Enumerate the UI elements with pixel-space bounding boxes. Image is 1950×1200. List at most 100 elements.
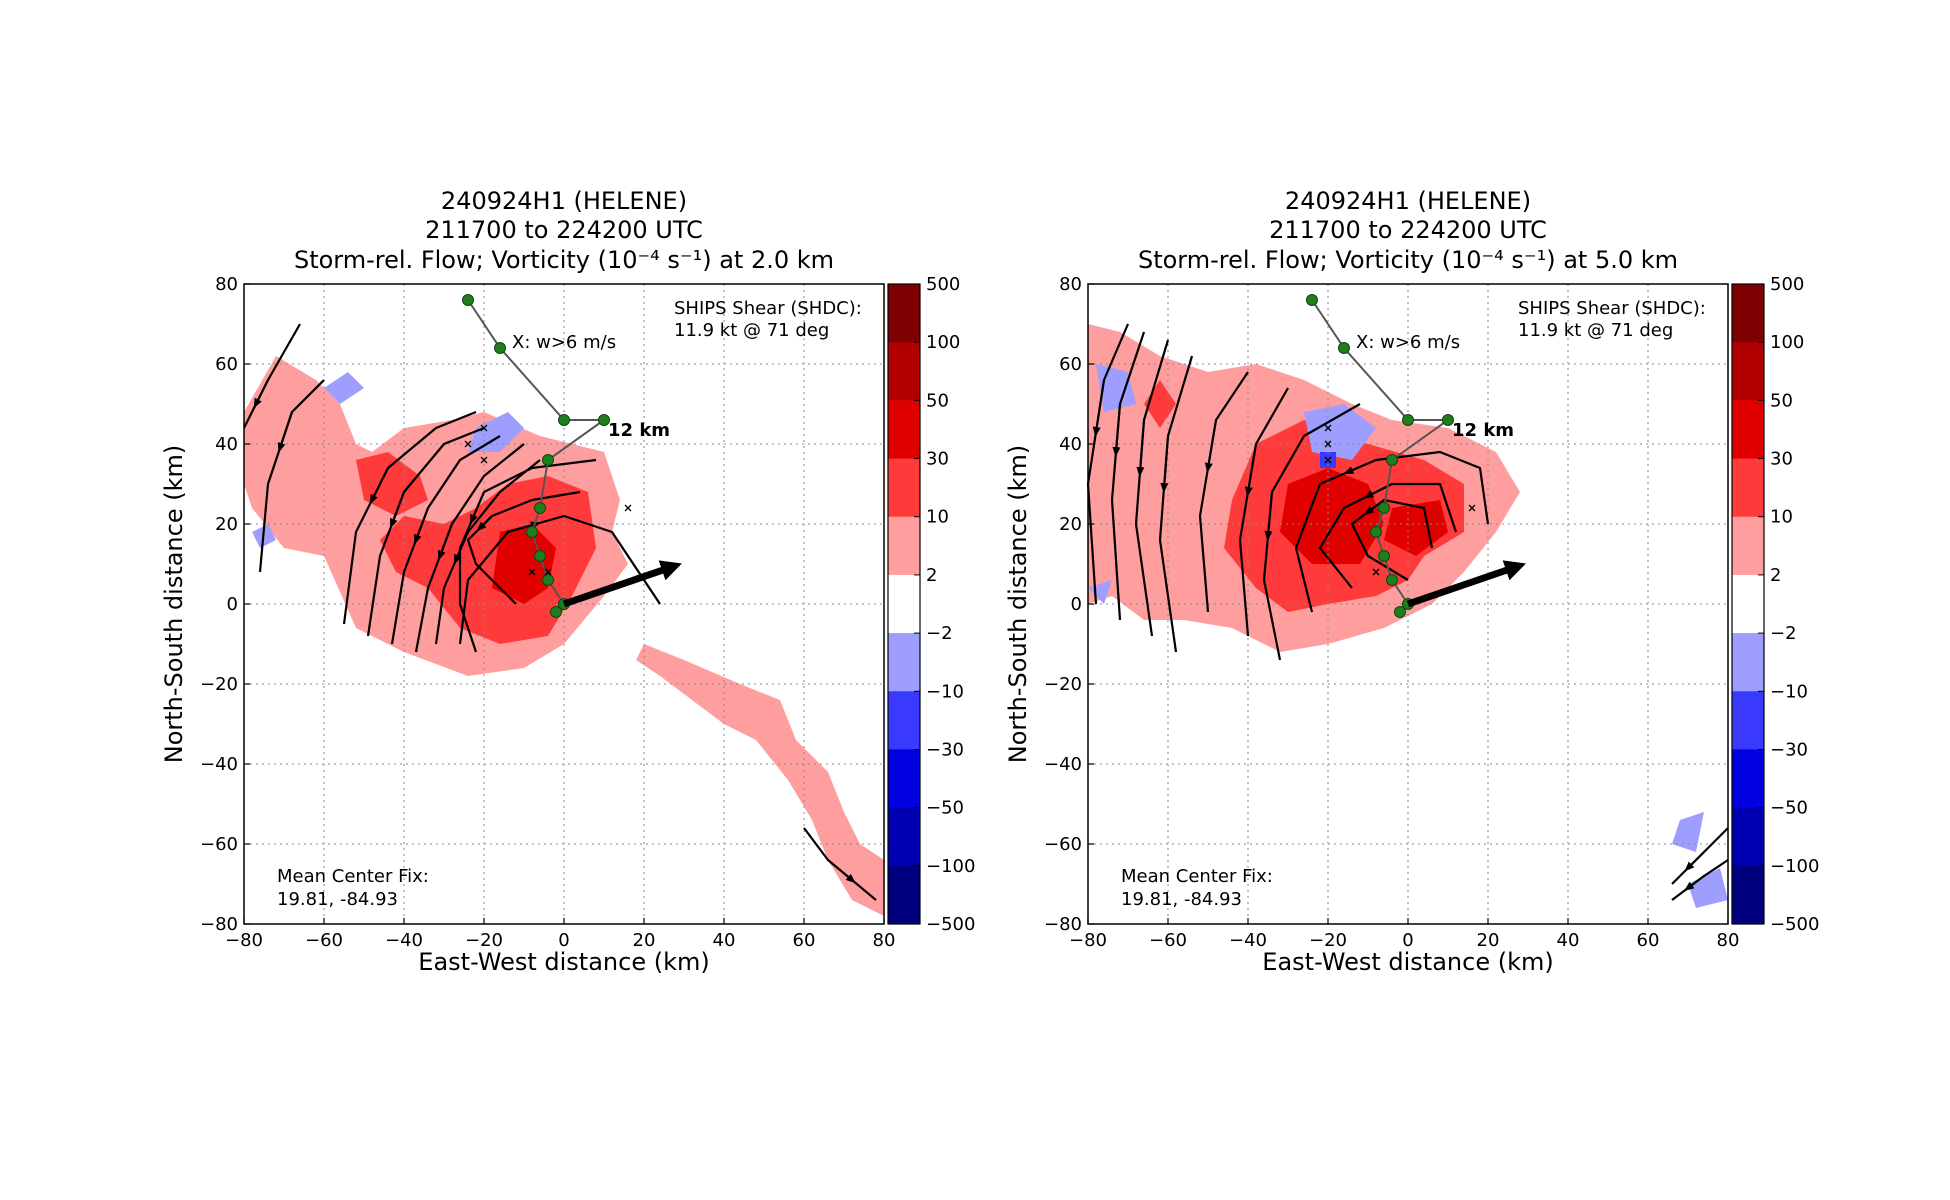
- colorbar-bin: [1732, 458, 1764, 518]
- updraft-marker: [464, 440, 472, 448]
- colorbar-bin: [1732, 865, 1764, 925]
- y-tick-label: 0: [1071, 594, 1082, 615]
- colorbar-bin: [1732, 342, 1764, 401]
- tilt-point: [1370, 526, 1382, 538]
- x-axis-label: East-West distance (km): [418, 948, 709, 976]
- vorticity-patch: [324, 372, 364, 404]
- tilt-point: [1306, 294, 1318, 306]
- y-tick-label: 20: [215, 514, 238, 535]
- center-tilt: [462, 294, 610, 618]
- x-tick-label: 0: [1402, 930, 1413, 951]
- y-axis-label: North-South distance (km): [160, 445, 188, 764]
- y-tick-label: 0: [227, 594, 238, 615]
- colorbar-bin: [888, 633, 920, 692]
- streamline-arrow: [1684, 875, 1705, 891]
- streamline-arrow: [414, 507, 429, 545]
- colorbar-label: −10: [1770, 681, 1808, 702]
- colorbar: 500 100 50 30 10 2 −2 −10 −30 −50 −100 −500: [1731, 274, 1819, 935]
- streamline-arrow: [438, 523, 453, 561]
- x-tick-label: 60: [793, 930, 816, 951]
- colorbar-frame: [1731, 283, 1765, 925]
- streamline-arrow: [507, 521, 541, 533]
- vorticity-patch: [1688, 868, 1728, 908]
- updraft-marker: [480, 456, 488, 464]
- y-tick-label: 80: [215, 274, 238, 295]
- streamline-arrow: [1160, 435, 1169, 493]
- x-tick-label: 40: [713, 930, 736, 951]
- panel-2km: 240924H1 (HELENE) 211700 to 224200 UTC S…: [160, 187, 975, 976]
- y-tick-label: −80: [200, 914, 238, 935]
- title-line-3: Storm-rel. Flow; Vorticity (10⁻⁴ s⁻¹) at…: [294, 246, 834, 274]
- colorbar-label: −50: [926, 798, 964, 819]
- colorbar-label: 30: [926, 449, 949, 470]
- colorbar-bin: [888, 691, 920, 750]
- shear-label-1: SHIPS Shear (SHDC):: [1518, 298, 1706, 319]
- colorbar-bin: [1732, 807, 1764, 867]
- vorticity-patch: [636, 644, 884, 916]
- colorbar-label: 10: [926, 507, 949, 528]
- tilt-point: [526, 526, 538, 538]
- colorbar-bin: [888, 865, 920, 925]
- x-tick-label: 80: [1717, 930, 1740, 951]
- tilt-point: [534, 550, 546, 562]
- streamline-arrow: [827, 859, 856, 884]
- x-tick-label: −60: [1149, 930, 1187, 951]
- colorbar-label: −30: [1770, 740, 1808, 761]
- tilt-point: [1402, 414, 1414, 426]
- colorbar-label: −2: [1770, 623, 1797, 644]
- colorbar-label: 500: [926, 274, 960, 295]
- y-axis-label: North-South distance (km): [1004, 445, 1032, 764]
- colorbar-label: 50: [926, 390, 949, 411]
- streamline-arrow: [470, 491, 485, 525]
- tilt-point: [534, 502, 546, 514]
- updraft-marker: [528, 568, 536, 576]
- y-tick-label: 40: [215, 434, 238, 455]
- colorbar-bin: [1732, 284, 1764, 343]
- x-tick-label: 80: [873, 930, 896, 951]
- title-line-3: Storm-rel. Flow; Vorticity (10⁻⁴ s⁻¹) at…: [1138, 246, 1678, 274]
- colorbar-bin: [888, 400, 920, 460]
- colorbar-bin: [1732, 633, 1764, 692]
- colorbar-bin: [1732, 516, 1764, 576]
- updraft-markers: [464, 424, 632, 576]
- colorbar-bin: [1732, 574, 1764, 634]
- vorticity-patch: [1280, 468, 1384, 564]
- colorbar-label: −30: [926, 740, 964, 761]
- updraft-marker: [480, 424, 488, 432]
- colorbar-bin: [1732, 691, 1764, 750]
- tilt-point: [1386, 574, 1398, 586]
- colorbar-label: −2: [926, 623, 953, 644]
- streamline-arrow: [1244, 443, 1257, 497]
- x-tick-label: 40: [1557, 930, 1580, 951]
- shear-label-1: SHIPS Shear (SHDC):: [674, 298, 862, 319]
- y-tick-label: −60: [1044, 834, 1082, 855]
- tilt-point: [598, 414, 610, 426]
- updraft-marker: [544, 568, 552, 576]
- y-tick-label: −40: [200, 754, 238, 775]
- center-fix-label: Mean Center Fix:: [277, 866, 429, 887]
- streamline-arrow: [1112, 403, 1121, 457]
- colorbar: 500 100 50 30 10 2 −2 −10 −30 −50 −100 −500: [887, 274, 975, 935]
- tilt-point: [550, 606, 562, 618]
- tilt-height-label: 12 km: [608, 420, 670, 441]
- y-tick-label: −20: [1044, 674, 1082, 695]
- colorbar-label: −500: [926, 914, 975, 935]
- tilt-point: [494, 342, 506, 354]
- updraft-marker: [1324, 424, 1332, 432]
- title-line-2: 211700 to 224200 UTC: [425, 216, 703, 244]
- y-tick-label: 20: [1059, 514, 1082, 535]
- x-tick-label: −60: [305, 930, 343, 951]
- y-tick-label: −60: [200, 834, 238, 855]
- streamlines: [1086, 323, 1729, 901]
- streamline-arrow: [1364, 499, 1385, 515]
- colorbar-label: −10: [926, 681, 964, 702]
- y-tick-label: 80: [1059, 274, 1082, 295]
- colorbar-bin: [888, 458, 920, 518]
- colorbar-bin: [888, 807, 920, 867]
- streamline-arrow: [1136, 419, 1145, 477]
- updraft-marker: [1468, 504, 1476, 512]
- colorbar-frame: [887, 283, 921, 925]
- vorticity-patches: [244, 356, 884, 916]
- tilt-point: [1442, 414, 1454, 426]
